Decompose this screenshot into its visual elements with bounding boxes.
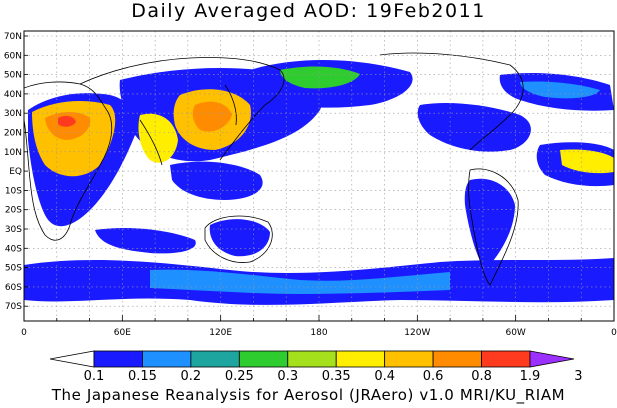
coast-australia bbox=[204, 215, 273, 263]
lat-label: 60S bbox=[5, 283, 22, 293]
colorbar-label: 0.2 bbox=[181, 369, 202, 384]
lat-label: 30N bbox=[4, 109, 22, 119]
lon-label: 120W bbox=[404, 328, 430, 338]
aod-field bbox=[24, 60, 614, 305]
colorbar-label: 0.35 bbox=[322, 369, 351, 384]
aod-maritime bbox=[170, 161, 263, 200]
lat-label: 50S bbox=[5, 264, 22, 274]
aod-southern-band-inner bbox=[150, 269, 450, 294]
aod-australia bbox=[209, 219, 270, 257]
longitude-axis: 0 60E 120E 180 120W 60W 0 bbox=[21, 315, 617, 338]
aod-north-pacific-inner bbox=[280, 66, 360, 89]
lat-label: 60N bbox=[4, 51, 22, 61]
lon-label: 180 bbox=[310, 328, 327, 338]
coast-india bbox=[139, 119, 163, 166]
colorbar-segment bbox=[384, 350, 434, 368]
lat-label: 40S bbox=[5, 244, 22, 254]
colorbar-label: 3 bbox=[574, 369, 582, 384]
lon-label: 120E bbox=[209, 328, 232, 338]
colorbar-over-triangle bbox=[529, 350, 575, 368]
aod-sahara-hot bbox=[58, 115, 76, 127]
lon-label: 0 bbox=[21, 328, 27, 338]
aod-indian-ocean bbox=[95, 228, 196, 254]
lon-label: 60E bbox=[114, 328, 131, 338]
lat-label: EQ bbox=[9, 167, 22, 177]
colorbar-segment bbox=[93, 350, 143, 368]
colorbar-segment bbox=[481, 350, 531, 368]
lat-label: 20S bbox=[5, 206, 22, 216]
colorbar: 0.1 0.15 0.2 0.25 0.3 0.35 0.4 0.6 0.8 1.9 3 bbox=[49, 350, 583, 384]
lat-label: 40N bbox=[4, 90, 22, 100]
colorbar-segment bbox=[142, 350, 192, 368]
colorbar-label: 0.6 bbox=[423, 369, 444, 384]
colorbar-segment bbox=[190, 350, 240, 368]
colorbar-segment bbox=[287, 350, 337, 368]
aod-china-core bbox=[192, 101, 232, 132]
colorbar-label: 0.3 bbox=[277, 369, 298, 384]
lat-label: 70S bbox=[5, 302, 22, 312]
aod-tropical-atlantic-inner bbox=[560, 149, 614, 174]
colorbar-segment bbox=[335, 350, 386, 368]
lat-label: 10S bbox=[5, 186, 22, 196]
coastlines bbox=[24, 52, 524, 286]
coast-japan bbox=[224, 84, 237, 126]
colorbar-label: 0.1 bbox=[84, 369, 105, 384]
colorbar-label: 0.8 bbox=[471, 369, 492, 384]
colorbar-label: 0.25 bbox=[225, 369, 254, 384]
latitude-axis: 70N 60N 50N 40N 30N 20N 10N EQ 10S 20S 30S 40S 50S 60… bbox=[4, 32, 28, 312]
lon-label: 0 bbox=[611, 328, 617, 338]
lat-label: 10N bbox=[4, 148, 22, 158]
colorbar-label: 0.15 bbox=[128, 369, 157, 384]
lat-label: 30S bbox=[5, 225, 22, 235]
colorbar-under-triangle bbox=[49, 350, 95, 368]
colorbar-label: 0.4 bbox=[374, 369, 395, 384]
lat-label: 50N bbox=[4, 71, 22, 81]
aod-north-america bbox=[417, 103, 531, 152]
aod-india bbox=[138, 113, 178, 163]
colorbar-segment bbox=[432, 350, 482, 368]
map-title: Daily Averaged AOD: 19Feb2011 bbox=[131, 0, 486, 22]
coast-africa-europe bbox=[24, 81, 113, 241]
colorbar-segment bbox=[238, 350, 289, 368]
grid bbox=[24, 31, 614, 321]
lon-label: 60W bbox=[505, 328, 525, 338]
aod-atlantic-inner bbox=[520, 81, 600, 99]
lat-label: 20N bbox=[4, 129, 22, 139]
coast-north-america bbox=[379, 52, 524, 151]
lat-label: 70N bbox=[4, 32, 22, 42]
colorbar-label: 1.9 bbox=[520, 369, 541, 384]
data-credit: The Japanese Reanalysis for Aerosol (JRA… bbox=[51, 386, 566, 404]
coast-south-america bbox=[468, 168, 519, 286]
